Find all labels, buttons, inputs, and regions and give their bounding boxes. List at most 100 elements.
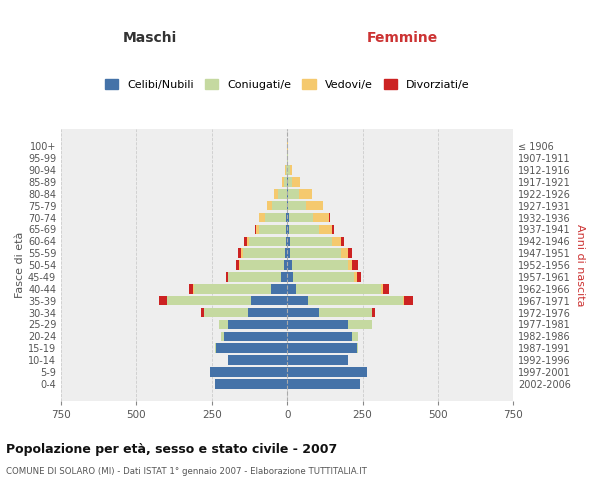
Bar	[356, 344, 358, 353]
Bar	[287, 142, 288, 151]
Bar	[287, 344, 356, 353]
Bar	[287, 308, 319, 318]
Bar	[292, 260, 347, 270]
Bar	[254, 224, 256, 234]
Bar	[266, 201, 272, 210]
Bar	[308, 296, 403, 306]
Bar	[347, 260, 352, 270]
Bar	[242, 248, 285, 258]
Bar	[287, 320, 347, 329]
Bar	[380, 284, 383, 294]
Bar	[282, 177, 284, 186]
Text: Maschi: Maschi	[123, 31, 177, 45]
Bar	[341, 236, 344, 246]
Bar	[404, 296, 413, 306]
Bar	[248, 308, 287, 318]
Y-axis label: Fasce di età: Fasce di età	[15, 232, 25, 298]
Bar	[215, 379, 287, 388]
Text: Popolazione per età, sesso e stato civile - 2007: Popolazione per età, sesso e stato civil…	[6, 442, 337, 456]
Bar	[347, 320, 371, 329]
Bar	[287, 224, 289, 234]
Bar	[288, 154, 289, 163]
Bar	[221, 332, 224, 341]
Bar	[287, 332, 352, 341]
Bar	[251, 296, 287, 306]
Bar	[201, 308, 204, 318]
Bar	[372, 308, 375, 318]
Bar	[356, 272, 361, 281]
Bar	[285, 166, 286, 175]
Bar	[244, 236, 247, 246]
Bar	[288, 189, 299, 198]
Y-axis label: Anni di nascita: Anni di nascita	[575, 224, 585, 306]
Bar	[332, 236, 341, 246]
Bar	[265, 213, 286, 222]
Bar	[238, 248, 241, 258]
Bar	[313, 213, 329, 222]
Bar	[403, 296, 404, 306]
Bar	[274, 189, 278, 198]
Bar	[188, 284, 193, 294]
Bar	[217, 344, 287, 353]
Bar	[290, 236, 332, 246]
Text: COMUNE DI SOLARO (MI) - Dati ISTAT 1° gennaio 2007 - Elaborazione TUTTITALIA.IT: COMUNE DI SOLARO (MI) - Dati ISTAT 1° ge…	[6, 468, 367, 476]
Bar	[290, 248, 341, 258]
Bar	[371, 320, 372, 329]
Bar	[383, 284, 389, 294]
Bar	[241, 248, 242, 258]
Bar	[272, 201, 287, 210]
Bar	[287, 201, 288, 210]
Bar	[229, 272, 281, 281]
Bar	[284, 177, 287, 186]
Bar	[250, 236, 286, 246]
Bar	[194, 284, 271, 294]
Bar	[281, 272, 287, 281]
Bar	[285, 248, 287, 258]
Bar	[286, 236, 287, 246]
Bar	[352, 260, 358, 270]
Bar	[215, 344, 217, 353]
Bar	[287, 260, 292, 270]
Bar	[341, 248, 347, 258]
Bar	[347, 356, 348, 365]
Bar	[288, 201, 306, 210]
Bar	[228, 272, 229, 281]
Bar	[224, 332, 287, 341]
Bar	[293, 272, 353, 281]
Bar	[286, 213, 287, 222]
Bar	[241, 260, 284, 270]
Bar	[287, 356, 347, 365]
Bar	[236, 260, 239, 270]
Bar	[259, 224, 286, 234]
Bar	[220, 320, 229, 329]
Bar	[259, 213, 265, 222]
Bar	[229, 356, 287, 365]
Bar	[290, 166, 292, 175]
Bar	[329, 213, 331, 222]
Bar	[286, 166, 287, 175]
Bar	[287, 296, 308, 306]
Bar	[319, 224, 332, 234]
Bar	[347, 248, 352, 258]
Bar	[284, 260, 287, 270]
Bar	[289, 224, 319, 234]
Bar	[371, 308, 372, 318]
Bar	[332, 224, 334, 234]
Bar	[271, 284, 287, 294]
Bar	[226, 272, 228, 281]
Bar	[159, 296, 167, 306]
Bar	[256, 224, 259, 234]
Bar	[278, 189, 287, 198]
Bar	[210, 367, 287, 376]
Bar	[239, 260, 241, 270]
Bar	[287, 367, 367, 376]
Bar	[319, 308, 371, 318]
Bar	[287, 248, 290, 258]
Bar	[287, 379, 359, 388]
Bar	[287, 166, 290, 175]
Bar	[299, 189, 312, 198]
Bar	[353, 272, 356, 281]
Bar	[306, 201, 323, 210]
Bar	[247, 236, 250, 246]
Bar	[288, 177, 292, 186]
